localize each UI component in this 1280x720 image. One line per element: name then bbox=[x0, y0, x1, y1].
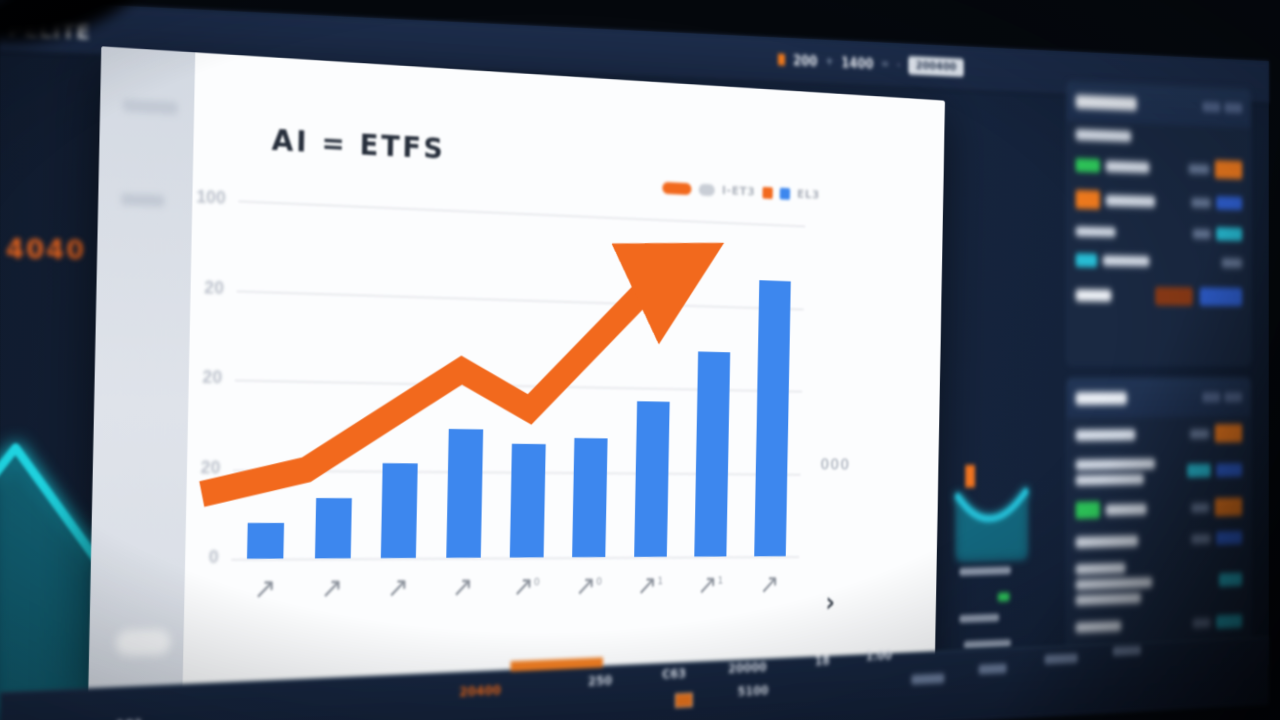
ticker-blur bbox=[978, 663, 1007, 675]
right-axis-label: 000 bbox=[820, 456, 851, 475]
ticker-value: 250 bbox=[587, 673, 613, 690]
header-pill[interactable] bbox=[1202, 101, 1221, 113]
list-item[interactable] bbox=[1067, 182, 1250, 220]
ticker-value: 18 bbox=[814, 653, 830, 669]
sidebar-panel-table bbox=[1066, 377, 1252, 684]
mini-row bbox=[959, 566, 1012, 576]
panel-title bbox=[1075, 94, 1137, 111]
rail-item-1[interactable] bbox=[122, 98, 178, 115]
trend-arrow-path bbox=[202, 249, 682, 496]
list-item[interactable] bbox=[1067, 148, 1250, 187]
plus-operator: + bbox=[825, 54, 834, 69]
topbar-stat-2: 1400 bbox=[841, 54, 874, 72]
ticker-value: 20000 bbox=[728, 660, 767, 677]
table-row[interactable] bbox=[1067, 551, 1250, 613]
bar-chart-plot-area: 100 20 20 20 0 ↗ ↗ ↗ ↗ ↗0 ↗0 ↗1 ↗1 ↗ bbox=[231, 200, 805, 558]
mid-mini-panel bbox=[949, 412, 1059, 675]
ticker-blur bbox=[1044, 653, 1078, 665]
ticker-value: 5100 bbox=[737, 683, 769, 700]
header-pill[interactable] bbox=[1224, 102, 1243, 114]
rail-glow bbox=[115, 629, 171, 656]
orange-badge bbox=[1214, 423, 1243, 443]
panel-footer bbox=[1067, 278, 1250, 314]
right-sidebar bbox=[1066, 80, 1255, 684]
ticker-value: C63 bbox=[661, 666, 687, 683]
teal-badge bbox=[1216, 227, 1243, 242]
table-row[interactable] bbox=[1067, 606, 1250, 642]
panel-title bbox=[1075, 391, 1127, 405]
rail-item-2[interactable] bbox=[120, 193, 165, 207]
blue-badge bbox=[1216, 463, 1243, 478]
equals-operator: = bbox=[881, 57, 890, 72]
ticker-blur bbox=[1112, 645, 1142, 657]
table-row[interactable] bbox=[1067, 416, 1250, 452]
dark-orange-button[interactable] bbox=[1155, 286, 1193, 306]
blue-badge bbox=[1216, 196, 1243, 211]
orange-badge bbox=[1075, 189, 1100, 210]
ticker-value: 1.00 bbox=[865, 648, 893, 664]
chart-title: AI = ETFS bbox=[271, 122, 446, 167]
chart-card: AI = ETFS I-ET3 EL3 100 20 20 20 0 ↗ ↗ ↗ ↗ ↗0 ↗0 ↗… bbox=[88, 46, 945, 703]
green-badge bbox=[1075, 501, 1100, 519]
orange-badge bbox=[1214, 160, 1243, 180]
teal-badge bbox=[1075, 253, 1098, 268]
minus-operator: - bbox=[896, 58, 901, 72]
list-item[interactable] bbox=[1067, 245, 1250, 277]
header-pill[interactable] bbox=[1224, 392, 1243, 403]
teal-badge bbox=[1218, 572, 1243, 587]
topbar-value-pill[interactable]: 200400 bbox=[908, 56, 964, 77]
green-status-dot bbox=[997, 592, 1010, 602]
ticker-value-highlight: 20400 bbox=[459, 683, 502, 701]
table-row[interactable] bbox=[1067, 450, 1250, 494]
chevron-right-icon[interactable]: › bbox=[825, 587, 836, 619]
green-badge bbox=[1075, 158, 1100, 173]
accent-dot-icon bbox=[778, 53, 786, 66]
orange-marker bbox=[674, 692, 693, 709]
header-pill[interactable] bbox=[1202, 392, 1221, 403]
table-row[interactable] bbox=[1067, 490, 1250, 528]
mini-row bbox=[959, 613, 1000, 624]
teal-badge bbox=[1216, 614, 1243, 629]
blue-button[interactable] bbox=[1199, 287, 1243, 307]
trend-arrow-line bbox=[189, 160, 841, 598]
card-left-rail bbox=[88, 46, 196, 703]
list-item[interactable] bbox=[1067, 216, 1250, 249]
sidebar-panel-watchlist bbox=[1066, 80, 1252, 366]
left-accent-number: 4040 bbox=[5, 234, 87, 267]
orange-badge bbox=[1214, 497, 1243, 517]
ticker-blur bbox=[911, 673, 945, 685]
teal-badge bbox=[1187, 463, 1211, 478]
blue-badge bbox=[1216, 530, 1243, 545]
panel-header bbox=[1067, 81, 1251, 128]
topbar-stat-1: 200 bbox=[792, 52, 818, 70]
panel-header bbox=[1067, 378, 1251, 418]
teal-dip-chart bbox=[955, 479, 1043, 560]
